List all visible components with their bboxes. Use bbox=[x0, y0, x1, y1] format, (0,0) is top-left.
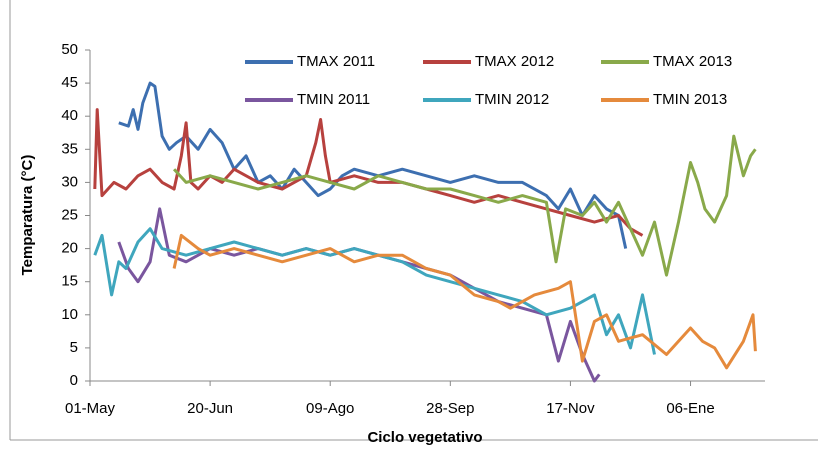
y-tick-label: 50 bbox=[61, 41, 78, 58]
legend-label: TMIN 2013 bbox=[653, 91, 727, 108]
y-tick-label: 15 bbox=[61, 273, 78, 290]
y-tick-label: 40 bbox=[61, 107, 78, 124]
y-tick-label: 45 bbox=[61, 74, 78, 91]
y-tick-label: 35 bbox=[61, 140, 78, 157]
x-tick-label: 01-May bbox=[65, 400, 116, 417]
y-tick-label: 5 bbox=[70, 339, 78, 356]
series-line bbox=[172, 233, 757, 370]
x-axis-label: Ciclo vegetativo bbox=[367, 429, 482, 446]
series-line bbox=[93, 227, 656, 355]
x-tick-label: 28-Sep bbox=[426, 400, 474, 417]
legend-label: TMIN 2012 bbox=[475, 91, 549, 108]
x-tick-label: 17-Nov bbox=[546, 400, 595, 417]
x-tick-label: 20-Jun bbox=[187, 400, 233, 417]
y-tick-label: 20 bbox=[61, 240, 78, 257]
y-tick-label: 0 bbox=[70, 372, 78, 389]
y-axis-label: Temparatura (°C) bbox=[19, 155, 36, 276]
legend-label: TMIN 2011 bbox=[297, 91, 370, 108]
legend-label: TMAX 2011 bbox=[297, 53, 375, 70]
series-line bbox=[172, 134, 757, 277]
y-tick-label: 25 bbox=[61, 206, 78, 223]
x-tick-label: 09-Ago bbox=[306, 400, 354, 417]
legend-label: TMAX 2013 bbox=[653, 53, 732, 70]
y-tick-label: 10 bbox=[61, 306, 78, 323]
legend-label: TMAX 2012 bbox=[475, 53, 554, 70]
series-line bbox=[118, 81, 628, 249]
y-tick-label: 30 bbox=[61, 173, 78, 190]
x-tick-label: 06-Ene bbox=[666, 400, 714, 417]
series-line bbox=[117, 207, 601, 383]
